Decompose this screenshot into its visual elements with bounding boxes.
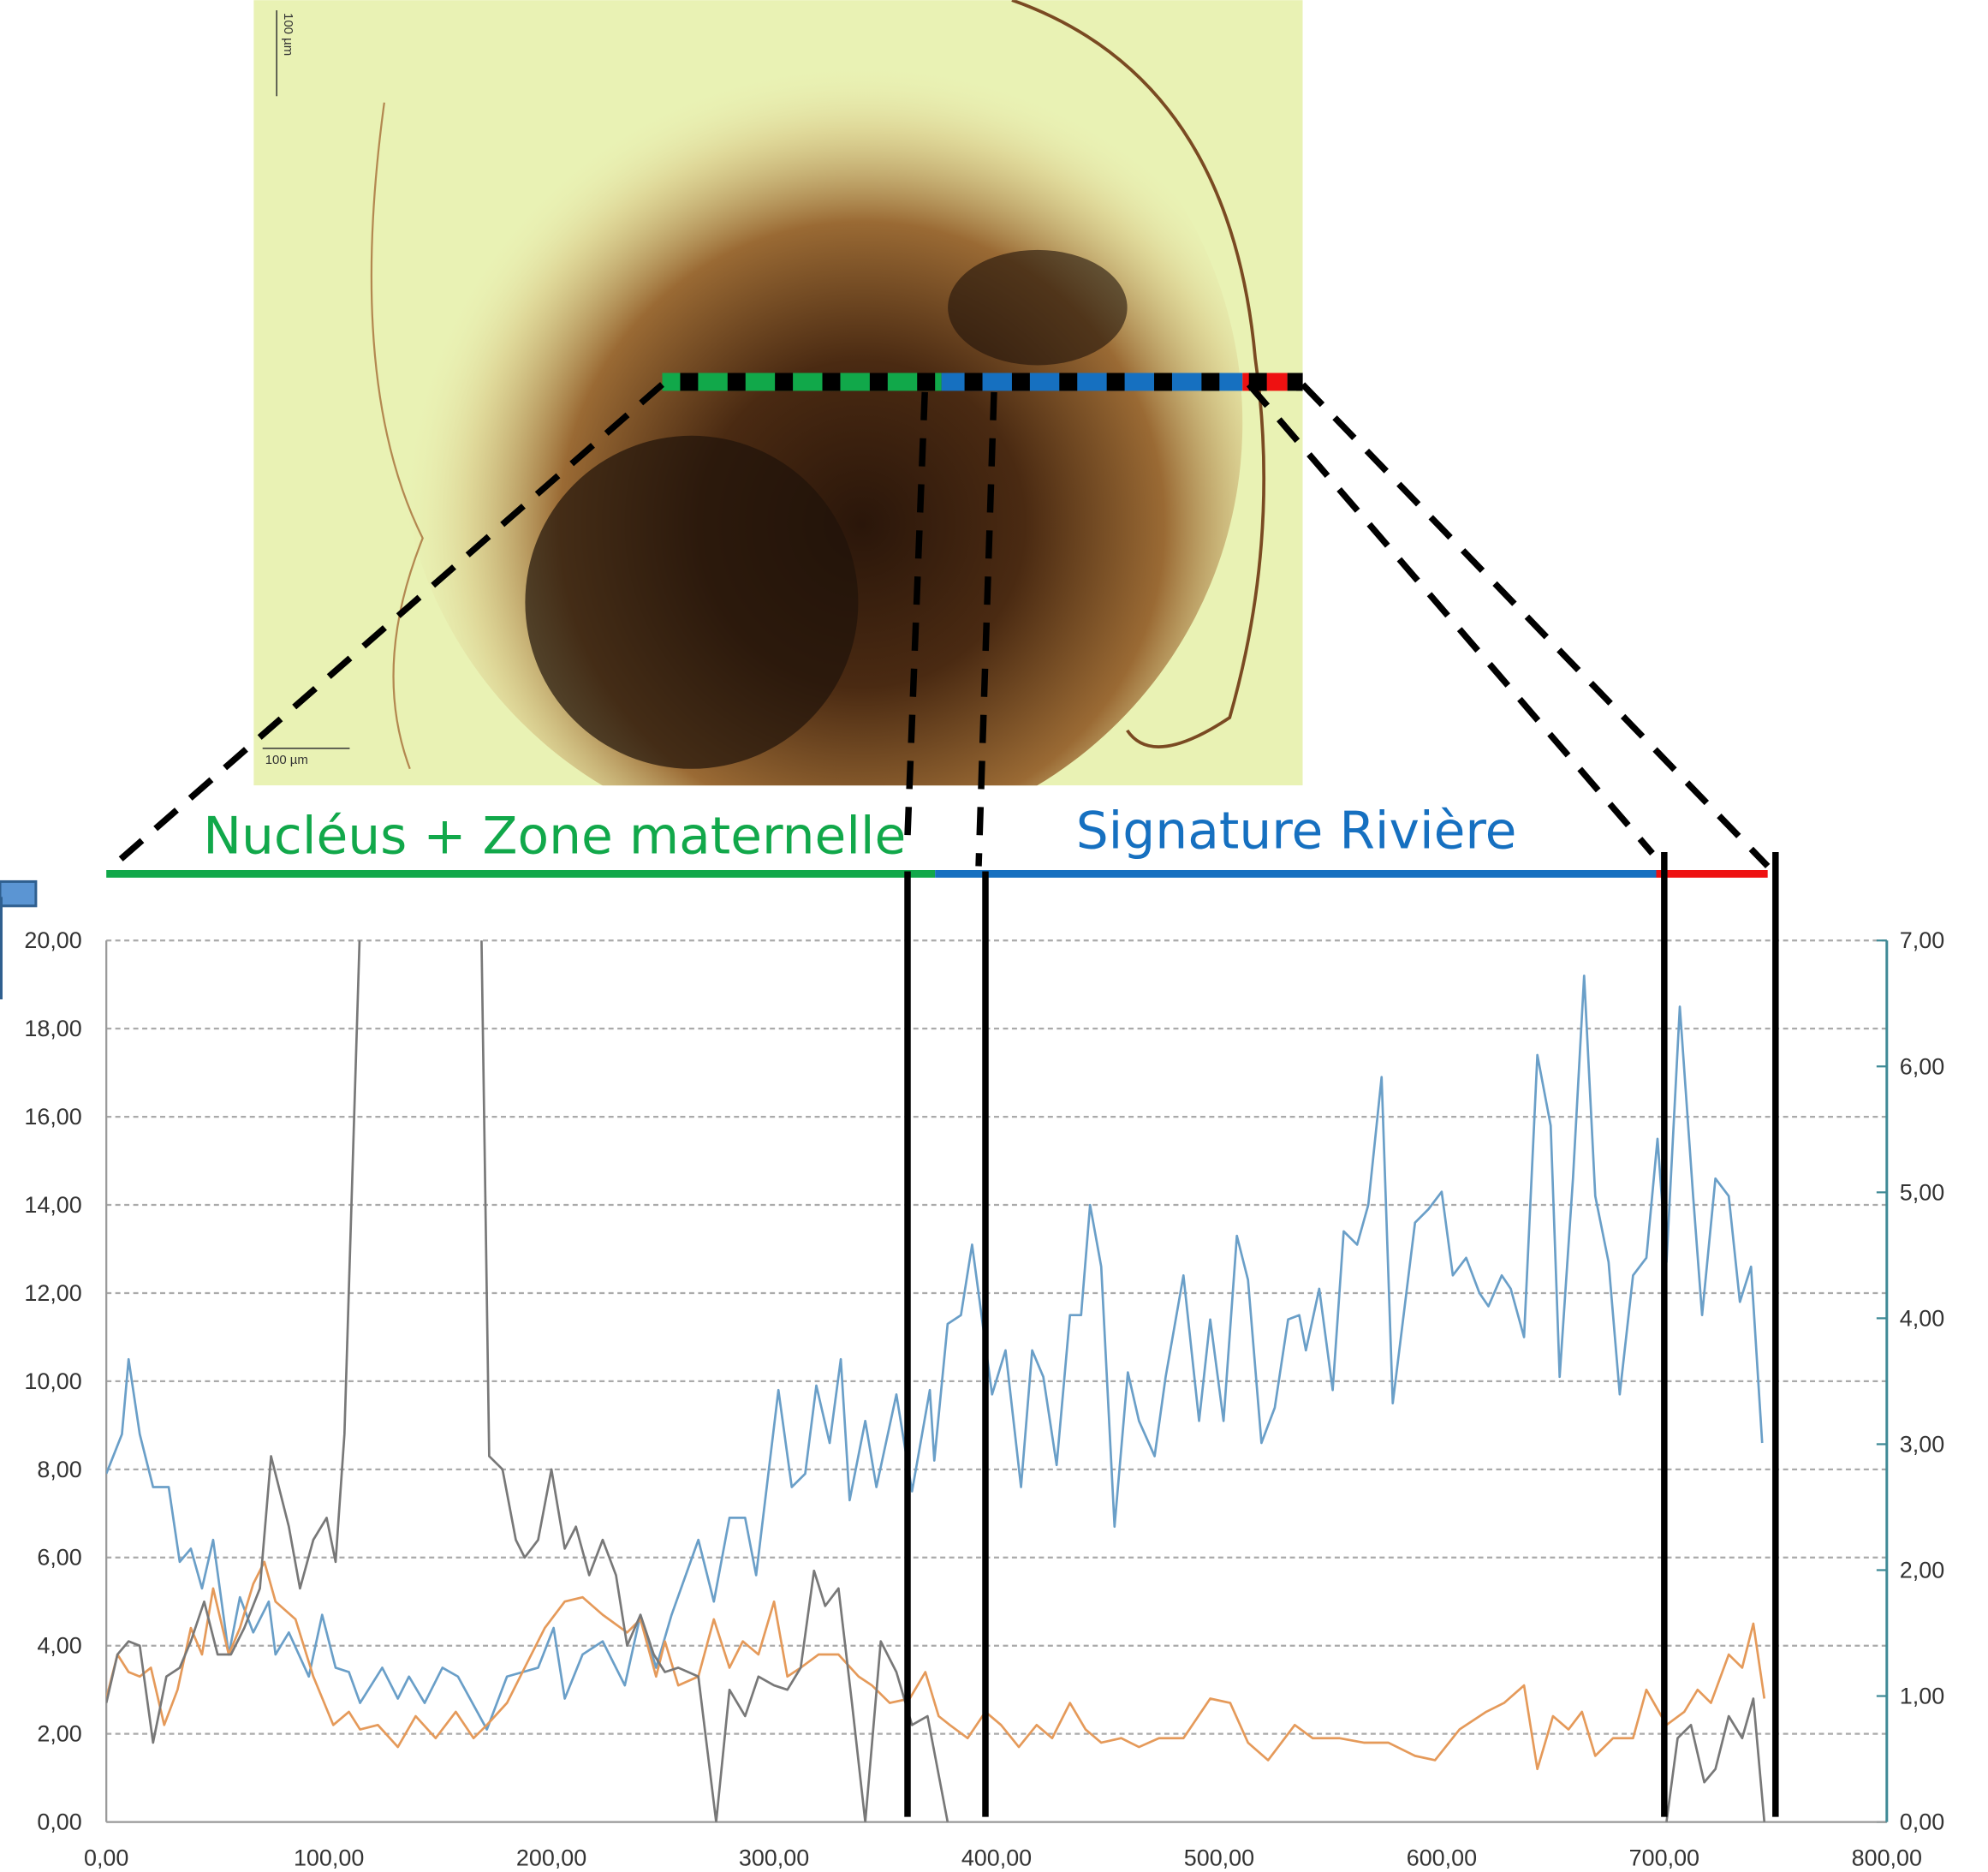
x-tick-label: 800,00	[1852, 1845, 1922, 1870]
x-tick-label: 100,00	[294, 1845, 364, 1870]
y-tick-label-right: 3,00	[1900, 1431, 1944, 1457]
scale-bar-label: 100 µm	[281, 13, 295, 56]
zone-label-river: Signature Rivière	[1076, 802, 1517, 861]
x-tick-label: 0,00	[84, 1845, 128, 1870]
y-tick-label-left: 8,00	[37, 1457, 81, 1482]
legend-marker	[0, 879, 38, 1000]
otolith-photo	[253, 0, 1303, 786]
y-tick-label-right: 5,00	[1900, 1179, 1944, 1205]
series-line-2	[106, 940, 1766, 1822]
y-tick-label-right: 6,00	[1900, 1053, 1944, 1079]
series-line-0	[106, 975, 1764, 1731]
y-tick-label-left: 10,00	[24, 1368, 81, 1394]
grid	[106, 939, 1887, 1735]
x-tick-label: 200,00	[516, 1845, 586, 1870]
x-tick-label: 700,00	[1629, 1845, 1699, 1870]
y-tick-label-left: 18,00	[24, 1016, 81, 1041]
zone-boundary-lines	[904, 852, 1779, 1817]
y-tick-label-right: 7,00	[1900, 927, 1944, 953]
scale-bar-top: 100 µm	[276, 10, 295, 97]
y-tick-label-right: 4,00	[1900, 1305, 1944, 1331]
zone-label-nucleus: Nucléus + Zone maternelle	[203, 806, 906, 866]
y-tick-label-right: 0,00	[1900, 1809, 1944, 1835]
series-line-1	[106, 1560, 1766, 1771]
y-tick-label-left: 20,00	[24, 927, 81, 953]
x-tick-label: 300,00	[739, 1845, 809, 1870]
y-tick-label-left: 6,00	[37, 1545, 81, 1571]
y-tick-label-right: 2,00	[1900, 1557, 1944, 1583]
scale-bar-bottom: 100 µm	[262, 748, 350, 767]
y-tick-label-left: 4,00	[37, 1633, 81, 1659]
y-tick-label-right: 1,00	[1900, 1684, 1944, 1709]
tick-labels: 0,00 2,00 4,00 6,00 8,00 10,00 12,00 14,00 16,00…	[24, 927, 1944, 1870]
x-tick-label: 400,00	[961, 1845, 1032, 1870]
y-tick-label-left: 14,00	[24, 1192, 81, 1218]
scale-bar-label: 100 µm	[265, 753, 308, 767]
series-group	[106, 940, 1766, 1822]
projection-lines	[110, 382, 1771, 869]
y-tick-label-left: 2,00	[37, 1721, 81, 1747]
axes	[105, 939, 1889, 1823]
y-tick-label-left: 12,00	[24, 1280, 81, 1306]
x-tick-label: 600,00	[1407, 1845, 1477, 1870]
x-tick-label: 500,00	[1184, 1845, 1254, 1870]
y-tick-label-left: 16,00	[24, 1104, 81, 1130]
y-tick-label-left: 0,00	[37, 1809, 81, 1835]
